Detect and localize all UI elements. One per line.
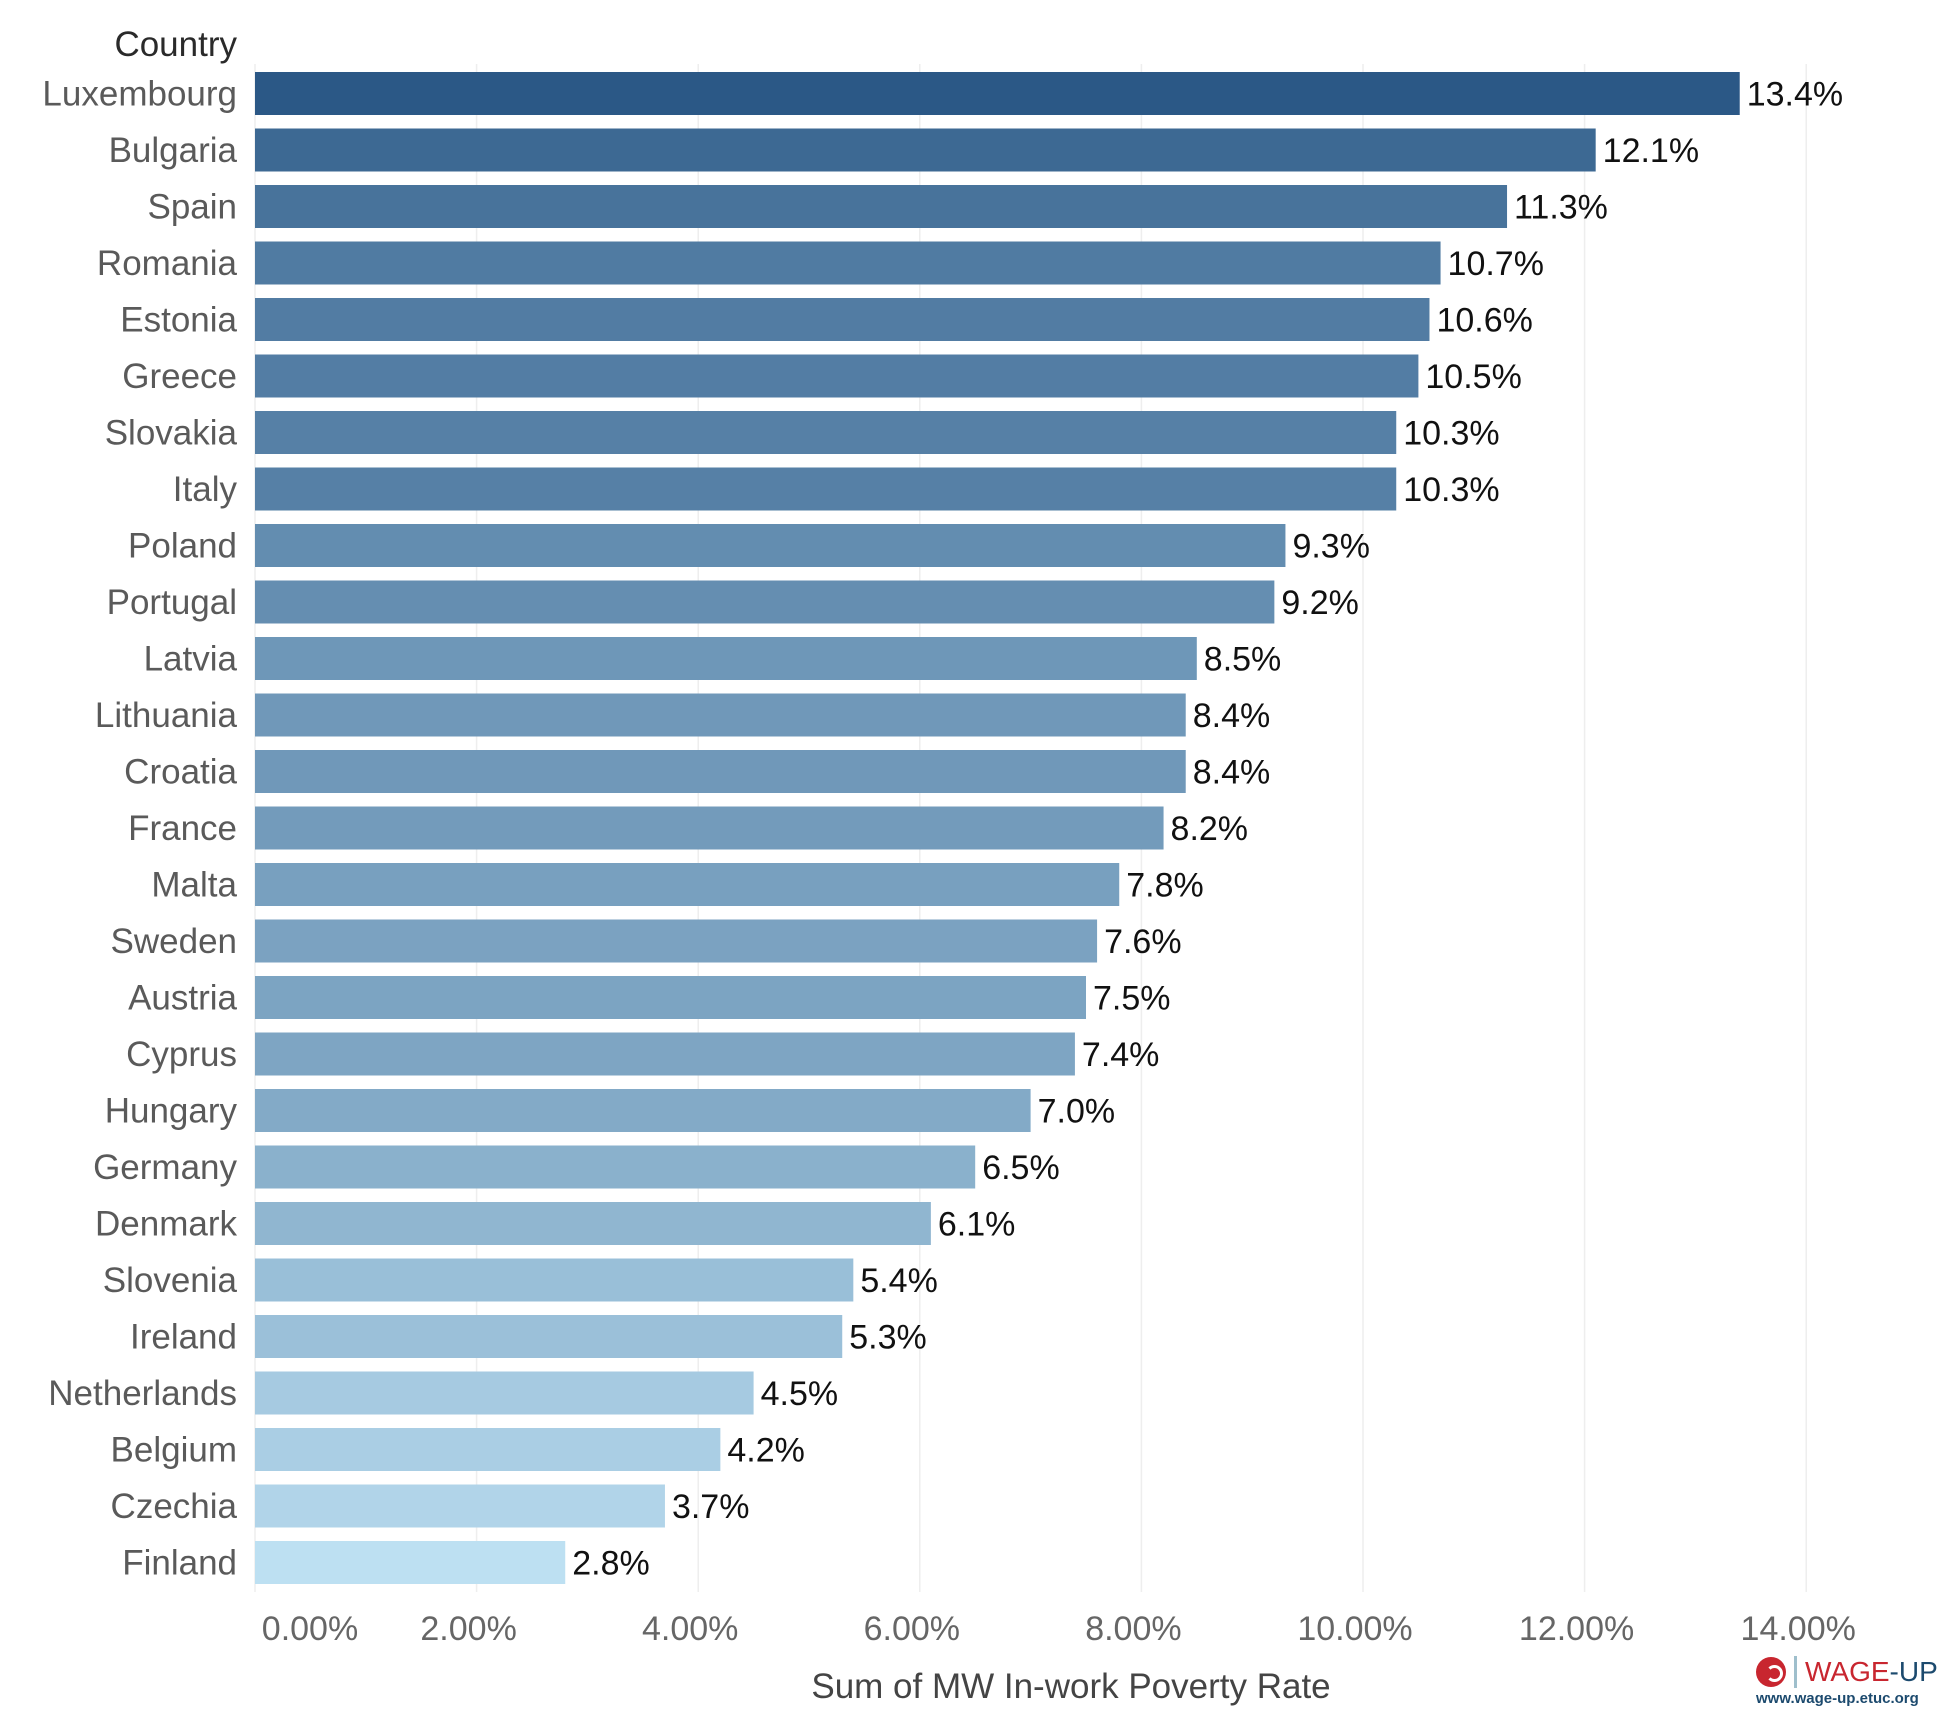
category-label: Slovenia <box>103 1261 238 1300</box>
category-label: Hungary <box>105 1092 238 1131</box>
x-tick-label: 8.00% <box>1085 1610 1181 1648</box>
category-label: Belgium <box>111 1431 237 1470</box>
bar-netherlands <box>255 1371 754 1415</box>
category-label: Sweden <box>111 922 237 961</box>
data-label: 3.7% <box>672 1488 750 1526</box>
bar-spain <box>255 185 1508 228</box>
category-label: Malta <box>151 866 237 905</box>
bar-germany <box>255 1145 976 1189</box>
logo-name-part1: WAGE <box>1805 1656 1890 1687</box>
data-label: 10.7% <box>1448 245 1544 283</box>
category-label: Finland <box>122 1544 237 1583</box>
data-label: 10.6% <box>1436 302 1532 340</box>
category-label: Germany <box>93 1148 237 1187</box>
data-label: 5.3% <box>849 1319 927 1357</box>
category-label: Lithuania <box>95 696 238 735</box>
category-label: France <box>128 809 237 848</box>
bar-greece <box>255 354 1419 398</box>
bar-france <box>255 806 1164 850</box>
category-label: Romania <box>97 244 238 283</box>
logo-divider <box>1794 1656 1797 1688</box>
category-label: Bulgaria <box>109 131 238 170</box>
bar-cyprus <box>255 1032 1075 1076</box>
category-header: Country <box>114 25 237 64</box>
category-label: Spain <box>147 188 237 227</box>
data-label: 8.5% <box>1204 641 1282 679</box>
data-label: 7.4% <box>1082 1036 1160 1074</box>
category-label: Greece <box>122 357 237 396</box>
wage-up-logo-icon <box>1756 1657 1786 1687</box>
data-label: 13.4% <box>1747 76 1843 114</box>
category-label: Denmark <box>95 1205 237 1244</box>
x-tick-label: 14.00% <box>1741 1610 1856 1648</box>
bar-latvia <box>255 637 1197 680</box>
bar-italy <box>255 467 1397 511</box>
data-label: 2.8% <box>572 1545 650 1583</box>
bar-hungary <box>255 1089 1031 1132</box>
data-label: 12.1% <box>1603 132 1699 170</box>
data-label: 10.3% <box>1403 415 1499 453</box>
x-tick-label: 0.00% <box>262 1610 358 1648</box>
bar-bulgaria <box>255 128 1596 172</box>
x-tick-label: 4.00% <box>642 1610 738 1648</box>
data-label: 5.4% <box>860 1262 938 1300</box>
category-label: Austria <box>128 979 237 1018</box>
category-label: Estonia <box>120 301 237 340</box>
data-label: 7.6% <box>1104 923 1182 961</box>
data-label: 10.3% <box>1403 471 1499 509</box>
bar-sweden <box>255 919 1098 963</box>
bar-luxembourg <box>255 72 1740 115</box>
bar-slovenia <box>255 1258 854 1302</box>
category-label: Slovakia <box>105 414 238 453</box>
bar-denmark <box>255 1202 931 1245</box>
x-tick-label: 2.00% <box>420 1610 516 1648</box>
data-label: 6.1% <box>938 1206 1016 1244</box>
bar-croatia <box>255 750 1186 793</box>
bar-malta <box>255 863 1120 906</box>
category-label: Czechia <box>111 1487 238 1526</box>
data-label: 6.5% <box>982 1149 1059 1187</box>
data-label: 9.2% <box>1281 584 1359 622</box>
bar-estonia <box>255 298 1430 341</box>
category-label: Croatia <box>124 753 237 792</box>
category-label: Ireland <box>130 1318 237 1357</box>
data-label: 7.5% <box>1093 980 1171 1018</box>
x-tick-label: 6.00% <box>864 1610 960 1648</box>
bar-belgium <box>255 1428 721 1471</box>
bar-austria <box>255 976 1086 1019</box>
category-label: Italy <box>173 470 238 509</box>
category-label: Cyprus <box>126 1035 237 1074</box>
x-tick-label: 12.00% <box>1519 1610 1634 1648</box>
bar-poland <box>255 524 1286 567</box>
bar-romania <box>255 241 1441 285</box>
category-label: Netherlands <box>48 1374 237 1413</box>
x-tick-label: 10.00% <box>1297 1610 1412 1648</box>
data-label: 4.5% <box>761 1375 839 1413</box>
bar-finland <box>255 1541 566 1584</box>
data-label: 4.2% <box>727 1432 805 1470</box>
data-label: 11.3% <box>1514 189 1608 227</box>
data-label: 8.4% <box>1193 697 1271 735</box>
wage-up-logo: WAGE-UP www.wage-up.etuc.org <box>1756 1656 1942 1707</box>
data-label: 7.0% <box>1038 1093 1116 1131</box>
logo-url: www.wage-up.etuc.org <box>1756 1690 1919 1707</box>
data-label: 8.4% <box>1193 754 1271 792</box>
bar-lithuania <box>255 693 1186 737</box>
category-label: Portugal <box>107 583 237 622</box>
bar-czechia <box>255 1484 665 1528</box>
data-label: 8.2% <box>1171 810 1249 848</box>
data-label: 9.3% <box>1292 528 1370 566</box>
bar-portugal <box>255 580 1275 624</box>
data-label: 7.8% <box>1126 867 1204 905</box>
data-label: 10.5% <box>1425 358 1521 396</box>
x-axis-title: Sum of MW In-work Poverty Rate <box>811 1667 1330 1706</box>
bar-ireland <box>255 1315 843 1358</box>
logo-name-part2: -UP <box>1889 1656 1938 1687</box>
category-label: Latvia <box>144 640 238 679</box>
category-label: Poland <box>128 527 237 566</box>
category-label: Luxembourg <box>42 75 237 114</box>
bar-slovakia <box>255 411 1397 454</box>
